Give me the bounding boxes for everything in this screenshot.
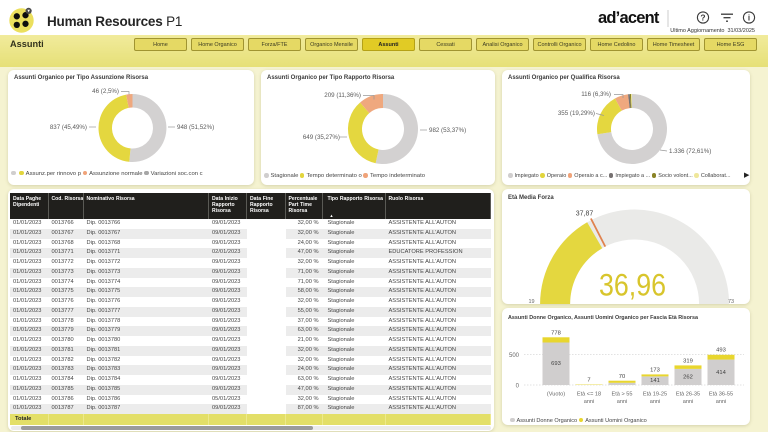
svg-text:73: 73: [728, 299, 734, 304]
svg-text:Età 36-55: Età 36-55: [709, 392, 733, 398]
svg-text:500: 500: [509, 353, 520, 359]
svg-text:anni: anni: [617, 399, 628, 405]
svg-text:anni: anni: [716, 399, 727, 405]
svg-text:493: 493: [716, 348, 726, 354]
svg-text:693: 693: [551, 361, 561, 367]
svg-text:anni: anni: [650, 399, 661, 405]
svg-text:0: 0: [516, 384, 520, 390]
svg-text:anni: anni: [683, 399, 694, 405]
svg-text:70: 70: [619, 374, 625, 380]
svg-text:37,87: 37,87: [576, 211, 594, 218]
svg-text:anni: anni: [584, 399, 595, 405]
svg-text:i: i: [748, 14, 750, 23]
svg-text:262: 262: [683, 375, 693, 381]
svg-text:Età <= 18: Età <= 18: [577, 392, 601, 398]
svg-text:Età 26-35: Età 26-35: [676, 392, 700, 398]
svg-text:7: 7: [587, 378, 590, 384]
svg-text:19: 19: [529, 299, 535, 304]
svg-text:414: 414: [716, 370, 726, 376]
svg-text:(Vuoto): (Vuoto): [547, 392, 565, 398]
svg-text:778: 778: [551, 331, 561, 337]
svg-text:Età 19-25: Età 19-25: [643, 392, 667, 398]
svg-text:319: 319: [683, 359, 693, 365]
svg-text:173: 173: [650, 368, 660, 374]
svg-text:Età > 55: Età > 55: [612, 392, 633, 398]
svg-text:?: ?: [700, 12, 705, 22]
svg-text:36,96: 36,96: [599, 267, 666, 303]
svg-text:141: 141: [650, 378, 660, 384]
